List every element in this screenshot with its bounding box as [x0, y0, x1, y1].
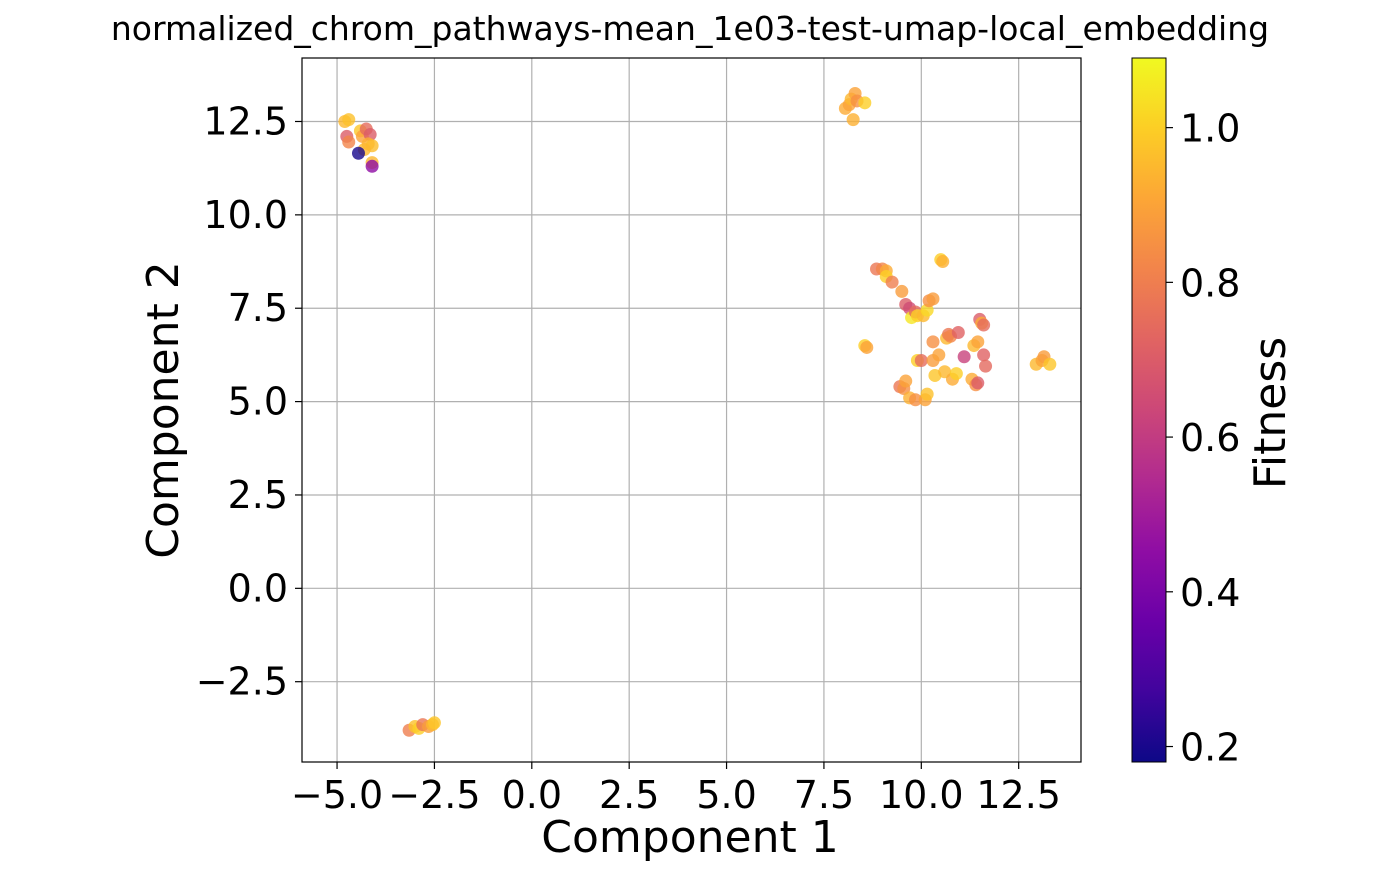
y-axis-ticks: −2.5 0.0 2.5 5.0 7.5 10.0 12.5 — [196, 99, 302, 704]
data-point — [971, 376, 985, 390]
data-point — [932, 348, 946, 362]
y-tick-label: 5.0 — [228, 380, 288, 424]
data-point — [342, 135, 356, 149]
data-point — [846, 113, 860, 127]
data-point — [351, 146, 365, 160]
y-tick-label: 2.5 — [228, 473, 288, 517]
data-point — [977, 348, 991, 362]
data-point — [860, 340, 874, 354]
colorbar-tick-label: 0.2 — [1180, 726, 1240, 770]
data-points — [338, 86, 1057, 737]
y-tick-label: 12.5 — [203, 99, 288, 143]
data-point — [1043, 357, 1057, 371]
data-point — [951, 326, 965, 340]
colorbar — [1131, 57, 1167, 763]
data-point — [926, 335, 940, 349]
x-tick-label: 12.5 — [976, 773, 1061, 817]
x-tick-label: 7.5 — [794, 773, 854, 817]
x-tick-label: 10.0 — [879, 773, 964, 817]
plot-frame — [301, 57, 1082, 763]
data-point — [977, 318, 991, 332]
y-tick-label: 10.0 — [203, 193, 288, 237]
y-tick-label: 0.0 — [228, 566, 288, 610]
grid-lines — [302, 58, 1081, 762]
data-point — [949, 367, 963, 381]
colorbar-tick-label: 0.8 — [1180, 261, 1240, 305]
data-point — [427, 716, 441, 730]
x-tick-label: 0.0 — [502, 773, 562, 817]
x-tick-label: −5.0 — [291, 773, 383, 817]
data-point — [920, 387, 934, 401]
data-point — [908, 393, 922, 407]
data-point — [926, 292, 940, 306]
colorbar-tick-label: 1.0 — [1180, 107, 1240, 151]
x-tick-label: 2.5 — [599, 773, 659, 817]
colorbar-tick-label: 0.4 — [1180, 571, 1240, 615]
x-axis-ticks: −5.0 −2.5 0.0 2.5 5.0 7.5 10.0 12.5 — [291, 762, 1061, 817]
data-point — [971, 335, 985, 349]
x-tick-label: −2.5 — [388, 773, 480, 817]
y-tick-label: −2.5 — [196, 660, 288, 704]
data-point — [979, 359, 993, 373]
data-point — [885, 275, 899, 289]
chart-title: normalized_chrom_pathways-mean_1e03-test… — [111, 9, 1269, 48]
colorbar-label: Fitness — [1245, 337, 1296, 489]
colorbar-ticks: 0.2 0.4 0.6 0.8 1.0 — [1166, 107, 1240, 770]
x-axis-label: Component 1 — [541, 812, 838, 863]
data-point — [957, 350, 971, 364]
colorbar-tick-label: 0.6 — [1180, 416, 1240, 460]
data-point — [365, 159, 379, 173]
y-axis-label: Component 2 — [138, 261, 189, 558]
data-point — [928, 368, 942, 382]
y-tick-label: 7.5 — [228, 286, 288, 330]
x-tick-label: 5.0 — [696, 773, 756, 817]
data-point — [342, 113, 356, 127]
data-point — [899, 374, 913, 388]
data-point — [895, 284, 909, 298]
data-point — [858, 96, 872, 110]
data-point — [936, 255, 950, 269]
data-point — [914, 354, 928, 368]
